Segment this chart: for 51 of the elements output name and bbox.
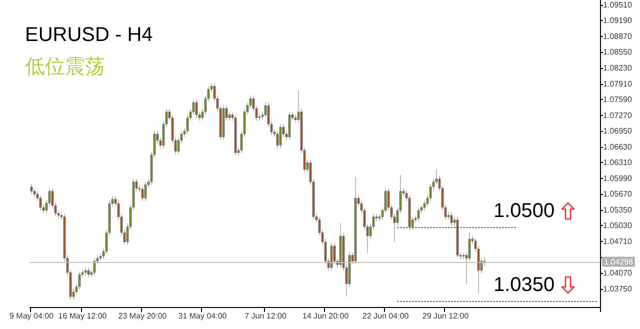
text: EURUSD - H4 <box>25 24 153 46</box>
y-tick-label: 1.03750 <box>603 284 632 294</box>
y-tick-label: 1.07270 <box>603 110 632 120</box>
candlestick <box>87 267 90 278</box>
candlestick <box>339 222 342 268</box>
ref-line-label: 1.0350 <box>494 274 555 296</box>
candlestick <box>33 188 36 198</box>
candlestick <box>30 184 33 194</box>
ref-line-label: 1.04298 <box>604 257 634 266</box>
candlestick <box>450 212 453 226</box>
candlestick <box>39 194 42 211</box>
y-tick-label: 1.06310 <box>603 158 632 168</box>
candlestick <box>417 207 420 222</box>
y-tick-label: 1.05350 <box>603 205 632 214</box>
candlestick <box>93 258 96 276</box>
x-tick-label: 16 May 12:00 <box>58 312 108 320</box>
y-tick-label: 1.05990 <box>603 174 632 183</box>
candlestick <box>456 216 459 258</box>
y-tick-label: 1.07910 <box>603 79 632 88</box>
candlestick <box>288 112 291 140</box>
candlestick <box>222 105 225 140</box>
y-tick-label: 1.08870 <box>603 32 632 41</box>
y-tick-label: 1.09510 <box>603 0 632 10</box>
candlestick <box>141 186 144 202</box>
y-tick-label: 1.04710 <box>603 236 632 246</box>
y-tick-label: 1.06630 <box>603 142 632 152</box>
candlestick <box>234 114 237 156</box>
candlestick <box>330 242 333 271</box>
y-tick-label: 1.08550 <box>603 48 632 57</box>
x-tick-label: 23 May 20:00 <box>118 312 168 320</box>
y-tick-label: 1.08230 <box>603 64 632 73</box>
candlestick <box>144 182 147 202</box>
x-tick-label: 22 Jun 04:00 <box>362 312 410 320</box>
y-tick-label: 1.07590 <box>603 95 632 104</box>
candlestick <box>279 124 282 149</box>
ref-line-label: 1.0500 <box>494 200 555 222</box>
x-tick-label: 31 May 04:00 <box>178 312 228 320</box>
x-tick-label: 14 Jun 20:00 <box>302 312 350 320</box>
candlestick <box>78 271 81 290</box>
text: 低位震荡 <box>25 56 105 78</box>
y-tick-label: 1.05670 <box>603 190 632 199</box>
y-tick-label: 1.09190 <box>603 16 632 26</box>
candlestick <box>354 176 357 264</box>
y-tick-label: 1.05030 <box>603 221 632 230</box>
y-tick-label: 1.06950 <box>603 126 632 136</box>
candlestick <box>195 99 198 118</box>
y-tick-label: 1.04070 <box>603 268 632 278</box>
candlestick <box>84 267 87 276</box>
x-tick-label: 29 Jun 12:00 <box>422 312 470 320</box>
x-tick-label: 7 Jun 12:00 <box>244 312 287 320</box>
x-tick-label: 9 May 04:00 <box>9 312 54 320</box>
